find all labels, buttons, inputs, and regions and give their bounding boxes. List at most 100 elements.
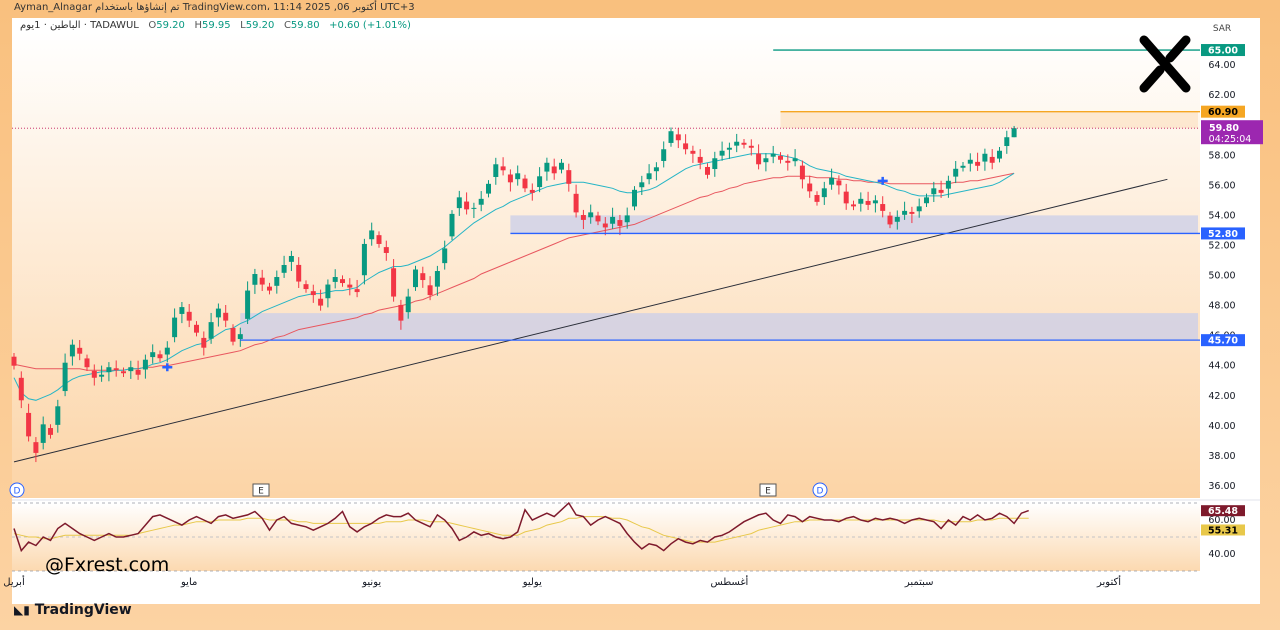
candle-body	[515, 173, 521, 180]
candle-body	[398, 304, 404, 321]
candle-body	[121, 371, 126, 374]
candle-body	[792, 158, 798, 162]
dividend-event-marker[interactable]	[812, 482, 828, 498]
candle-body	[668, 131, 674, 143]
candle-body	[296, 264, 302, 282]
candle-body	[194, 324, 199, 333]
candle-body	[223, 312, 229, 321]
dividend-event-marker[interactable]	[9, 482, 25, 498]
attribution-text: Ayman_Alnagar تم إنشاؤها باستخدام Tradin…	[14, 2, 415, 13]
last-price-badge-bg	[1201, 120, 1263, 145]
low-value: 59.20	[245, 20, 275, 31]
candle-body	[434, 271, 440, 287]
candle-body	[1011, 128, 1017, 138]
candle-body	[960, 165, 966, 168]
candle-body	[726, 147, 732, 150]
candle-body	[624, 215, 630, 223]
candle-body	[909, 211, 915, 214]
candle-body	[770, 153, 776, 157]
candle-body	[449, 213, 455, 237]
candle-body	[719, 150, 725, 156]
candle-body	[325, 284, 331, 299]
candle-body	[361, 243, 367, 276]
candle-body	[507, 174, 513, 183]
change-value: +0.60 (+1.01%)	[329, 20, 411, 31]
candle-body	[559, 162, 564, 170]
trendline[interactable]	[13, 178, 1168, 463]
candle-body	[69, 344, 75, 357]
candle-body	[982, 153, 988, 162]
x-logo-icon	[1139, 35, 1191, 93]
candle-body	[595, 215, 601, 222]
candle-body	[281, 265, 287, 273]
candle-body	[245, 290, 251, 319]
low-label: L	[240, 20, 246, 31]
candle-body	[975, 161, 981, 166]
support-zone-upper	[510, 215, 1198, 234]
high-label: H	[194, 20, 202, 31]
candle-body	[464, 201, 470, 210]
candle-body	[646, 173, 652, 180]
candle-body	[128, 367, 134, 372]
candle-body	[157, 354, 163, 359]
earnings-event-marker[interactable]	[252, 483, 270, 497]
rsi-line	[13, 501, 1029, 553]
tradingview-logo-text: TradingView	[34, 602, 132, 618]
level-65-badge-bg	[1201, 44, 1245, 57]
candle-body	[756, 153, 762, 165]
candle-body	[274, 277, 280, 286]
y-tick-label: 50.00	[1208, 271, 1235, 282]
candle-body	[887, 215, 893, 225]
level-5280-badge: 52.80	[1208, 229, 1238, 240]
candle-body	[675, 134, 681, 141]
candle-body	[62, 362, 68, 392]
x-tick-label: أكتوبر	[1096, 575, 1121, 588]
earnings-event-marker[interactable]	[759, 483, 777, 497]
candle-body	[785, 160, 791, 163]
candle-body	[945, 180, 951, 189]
rsi-y-tick-label: 60.00	[1208, 515, 1235, 526]
currency-label: SAR	[1213, 24, 1231, 34]
x-tick-label: يوليو	[522, 577, 542, 588]
candle-body	[705, 166, 710, 175]
candle-body	[580, 215, 586, 220]
y-tick-label: 44.00	[1208, 361, 1235, 372]
candle-body	[843, 191, 849, 204]
candle-body	[376, 235, 382, 244]
candle-body	[639, 182, 645, 188]
candle-body	[500, 166, 506, 171]
candle-body	[201, 337, 207, 348]
candle-body	[318, 298, 324, 306]
candle-body	[697, 156, 703, 163]
candle-body	[332, 277, 338, 282]
candle-body	[617, 220, 623, 226]
candle-body	[347, 284, 353, 288]
open-label: O	[148, 20, 157, 31]
level-4570-badge: 45.70	[1208, 336, 1238, 347]
close-label: C	[283, 20, 291, 31]
tradingview-logo: ◣▮ TradingView	[14, 602, 132, 618]
candle-body	[310, 291, 316, 296]
y-tick-label: 62.00	[1208, 90, 1235, 101]
candle-body	[602, 223, 608, 228]
candle-body	[690, 150, 696, 154]
y-tick-label: 54.00	[1208, 210, 1235, 221]
candle-body	[405, 296, 411, 313]
candle-body	[164, 347, 170, 355]
candle-body	[522, 178, 528, 189]
candle-body	[113, 368, 119, 371]
level-6090-badge: 60.90	[1208, 107, 1238, 118]
candle-body	[989, 156, 995, 163]
candle-body	[551, 166, 557, 174]
candle-body	[215, 308, 221, 318]
candle-body	[858, 198, 864, 204]
tradingview-mark-icon: ◣▮	[14, 603, 30, 617]
candle-body	[288, 255, 294, 262]
x-tick-label: يونيو	[361, 577, 381, 588]
level-65-badge: 65.00	[1208, 46, 1238, 57]
candle-body	[486, 183, 491, 194]
event-marker-label: E	[765, 487, 771, 497]
symbol-label: الباطين · 1يوم · TADAWUL	[20, 20, 139, 31]
candle-body	[632, 189, 637, 207]
